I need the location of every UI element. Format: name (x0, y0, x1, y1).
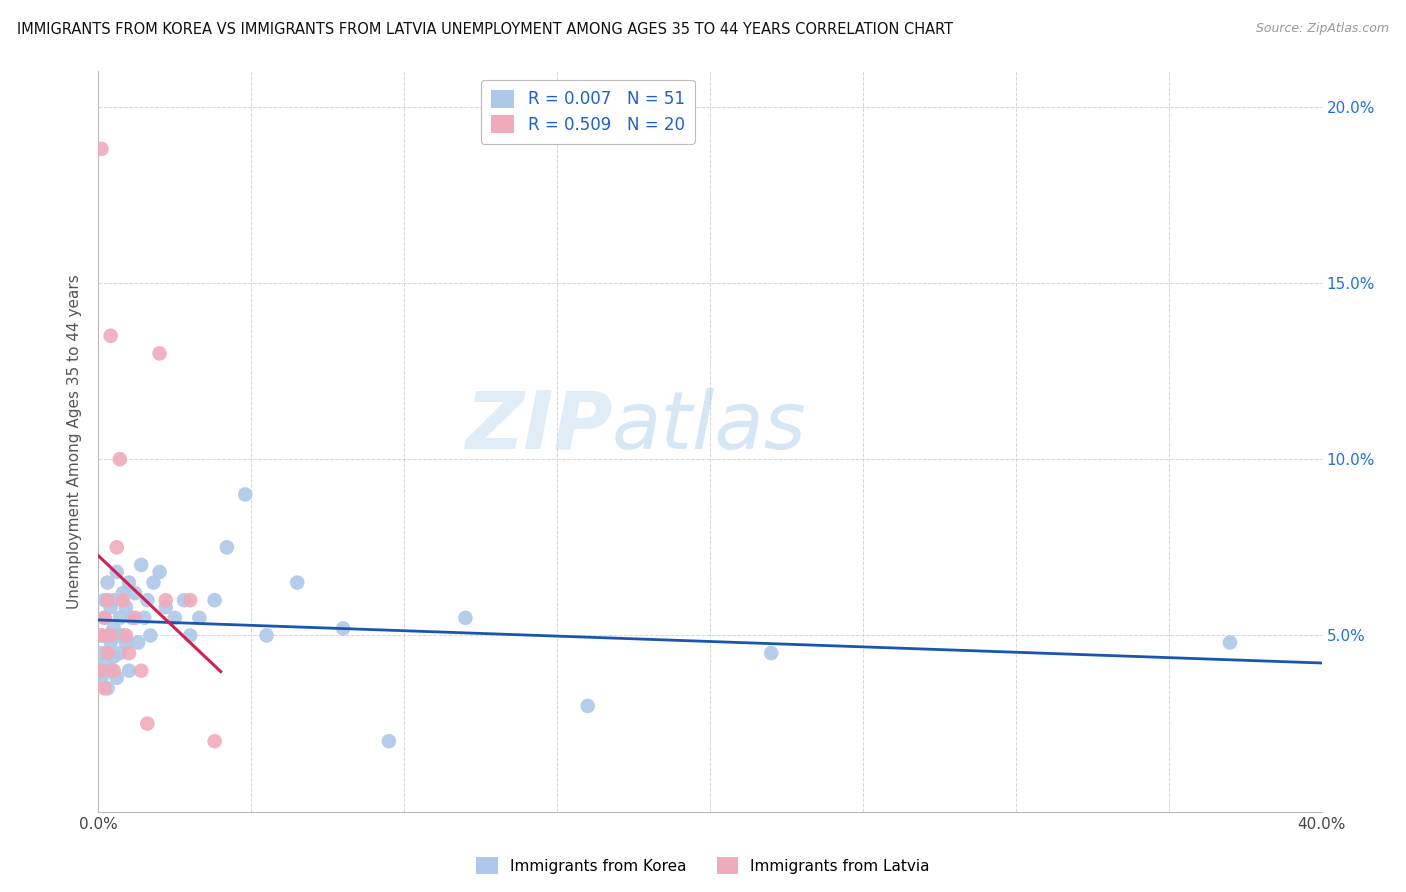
Point (103, 621, 125, 635)
Point (97, 646, 120, 660)
Point (100, 635, 122, 649)
Y-axis label: Unemployment Among Ages 35 to 44 years: Unemployment Among Ages 35 to 44 years (67, 274, 83, 609)
Point (134, 611, 156, 625)
Point (97, 575, 120, 590)
Point (93, 593, 115, 607)
Text: atlas: atlas (612, 388, 807, 466)
Point (111, 628, 134, 642)
Point (155, 600, 177, 615)
Point (105, 565, 128, 579)
Point (378, 734, 401, 748)
Point (111, 586, 134, 600)
Point (100, 628, 122, 642)
Point (233, 487, 256, 501)
Point (115, 635, 138, 649)
Point (454, 611, 477, 625)
Point (103, 649, 125, 664)
Text: ZIP: ZIP (465, 388, 612, 466)
Point (90, 628, 112, 642)
Point (118, 646, 141, 660)
Point (105, 671, 128, 685)
Point (139, 628, 162, 642)
Point (111, 593, 134, 607)
Point (1219, 635, 1241, 649)
Point (121, 611, 143, 625)
Point (204, 593, 226, 607)
Point (90, 646, 112, 660)
Point (204, 734, 226, 748)
Point (93, 657, 115, 671)
Point (256, 628, 278, 642)
Point (105, 628, 128, 642)
Point (100, 328, 122, 343)
Point (118, 575, 141, 590)
Point (108, 646, 131, 660)
Point (149, 346, 172, 360)
Point (124, 586, 146, 600)
Point (97, 593, 120, 607)
Point (332, 621, 354, 635)
Point (115, 628, 138, 642)
Point (97, 681, 120, 696)
Point (127, 635, 149, 649)
Point (285, 575, 308, 590)
Point (179, 593, 201, 607)
Point (103, 664, 125, 678)
Point (90, 671, 112, 685)
Point (163, 611, 186, 625)
Point (93, 681, 115, 696)
Point (103, 593, 125, 607)
Point (115, 600, 138, 615)
Point (108, 611, 131, 625)
Point (129, 664, 152, 678)
Point (142, 575, 165, 590)
Point (215, 541, 238, 555)
Point (173, 593, 195, 607)
Point (149, 565, 172, 579)
Point (108, 452, 131, 467)
Point (100, 600, 122, 615)
Point (90, 664, 112, 678)
Point (118, 664, 141, 678)
Point (100, 664, 122, 678)
Point (155, 593, 177, 607)
Point (576, 698, 599, 713)
Point (93, 611, 115, 625)
Point (124, 611, 146, 625)
Text: IMMIGRANTS FROM KOREA VS IMMIGRANTS FROM LATVIA UNEMPLOYMENT AMONG AGES 35 TO 44: IMMIGRANTS FROM KOREA VS IMMIGRANTS FROM… (17, 22, 953, 37)
Point (136, 716, 159, 731)
Point (136, 593, 159, 607)
Legend: Immigrants from Korea, Immigrants from Latvia: Immigrants from Korea, Immigrants from L… (470, 851, 936, 880)
Legend: R = 0.007   N = 51, R = 0.509   N = 20: R = 0.007 N = 51, R = 0.509 N = 20 (481, 79, 695, 144)
Point (188, 611, 211, 625)
Point (759, 646, 782, 660)
Point (179, 628, 201, 642)
Point (129, 558, 152, 572)
Point (90, 142, 112, 156)
Point (90, 628, 112, 642)
Point (97, 628, 120, 642)
Point (105, 541, 128, 555)
Text: Source: ZipAtlas.com: Source: ZipAtlas.com (1256, 22, 1389, 36)
Point (93, 611, 115, 625)
